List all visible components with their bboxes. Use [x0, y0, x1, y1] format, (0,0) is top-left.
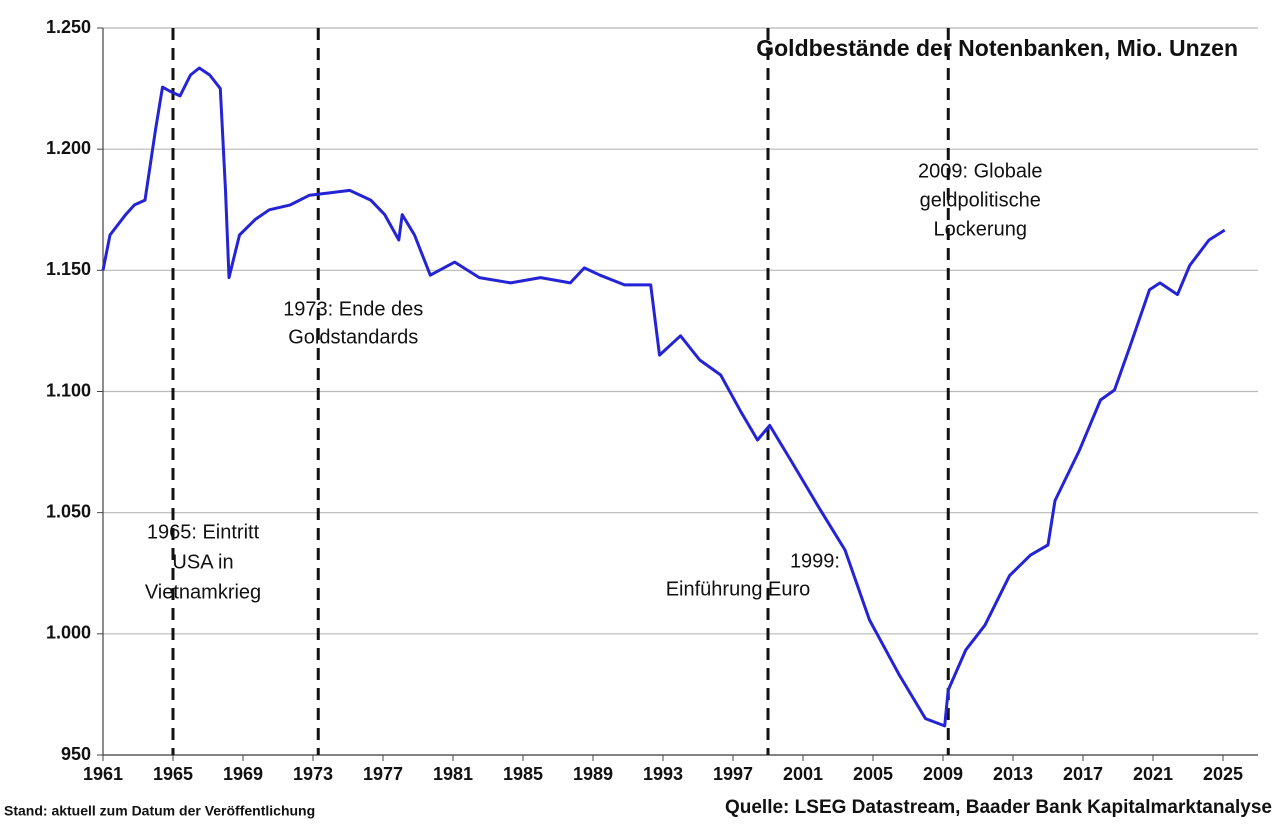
source: Quelle: LSEG Datastream, Baader Bank Kap… — [725, 797, 1272, 818]
y-tick-label: 1.150 — [46, 259, 91, 279]
y-tick-label: 1.250 — [46, 17, 91, 37]
x-tick-label: 1969 — [223, 764, 263, 784]
y-tick-label: 1.050 — [46, 501, 91, 521]
annotation: geldpolitische — [920, 189, 1041, 211]
chart-title: Goldbestände der Notenbanken, Mio. Unzen — [756, 35, 1238, 61]
x-tick-label: 2013 — [993, 764, 1033, 784]
x-tick-label: 1973 — [293, 764, 333, 784]
annotation: Lockerung — [934, 218, 1027, 240]
annotation: Goldstandards — [288, 326, 418, 348]
x-tick-label: 1997 — [713, 764, 753, 784]
x-tick-label: 1985 — [503, 764, 543, 784]
x-tick-label: 1989 — [573, 764, 613, 784]
x-tick-label: 1965 — [153, 764, 193, 784]
y-tick-label: 950 — [61, 744, 91, 764]
x-tick-label: 1993 — [643, 764, 683, 784]
y-tick-label: 1.000 — [46, 623, 91, 643]
footnote: Stand: aktuell zum Datum der Veröffentli… — [4, 803, 315, 819]
x-tick-label: 2025 — [1203, 764, 1243, 784]
y-tick-label: 1.100 — [46, 380, 91, 400]
annotation: USA in — [172, 551, 233, 573]
x-tick-label: 2021 — [1133, 764, 1173, 784]
x-tick-label: 2017 — [1063, 764, 1103, 784]
x-tick-label: 1977 — [363, 764, 403, 784]
x-tick-label: 2001 — [783, 764, 823, 784]
annotation: 1973: Ende des — [283, 298, 423, 320]
annotation: 1965: Eintritt — [147, 521, 260, 543]
annotation: Einführung Euro — [666, 578, 811, 600]
x-tick-label: 2009 — [923, 764, 963, 784]
x-tick-label: 1981 — [433, 764, 473, 784]
annotation: 1999: — [790, 550, 840, 572]
y-tick-label: 1.200 — [46, 138, 91, 158]
annotation: Vietnamkrieg — [145, 581, 261, 603]
data-line — [101, 66, 1226, 728]
x-tick-label: 2005 — [853, 764, 893, 784]
x-tick-label: 1961 — [83, 764, 123, 784]
annotation: 2009: Globale — [918, 160, 1043, 182]
